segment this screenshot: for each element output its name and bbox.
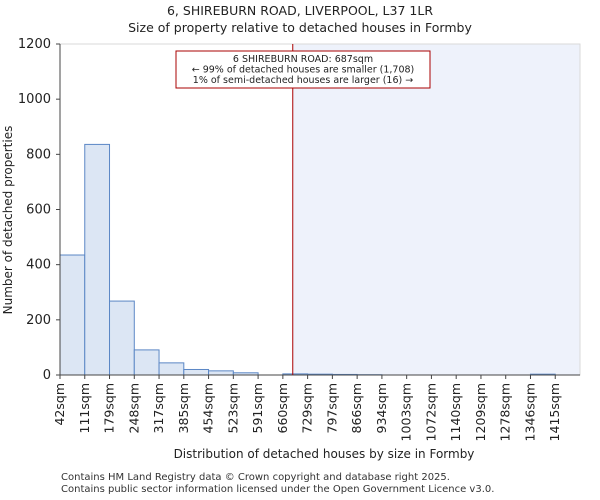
- y-tick-label: 1000: [18, 92, 51, 107]
- bar: [133, 349, 160, 376]
- annotation-box: [175, 50, 431, 89]
- x-tick-label: 1003sqm: [399, 383, 414, 441]
- x-tick-label: 797sqm: [324, 383, 339, 433]
- bar: [59, 254, 86, 376]
- y-axis-label: Number of detached properties: [1, 126, 15, 315]
- bar: [109, 300, 135, 376]
- x-tick-label: 591sqm: [250, 383, 265, 433]
- y-tick-label: 1200: [18, 37, 51, 52]
- bar: [84, 143, 111, 376]
- x-tick-label: 248sqm: [126, 383, 141, 433]
- x-tick-label: 317sqm: [151, 383, 166, 433]
- annotation-title: 6 SHIREBURN ROAD: 687sqm: [233, 54, 373, 65]
- bar: [158, 362, 185, 376]
- x-tick-label: 111sqm: [77, 383, 92, 433]
- x-tick-label: 1209sqm: [473, 383, 488, 441]
- y-tick-label: 0: [43, 368, 51, 383]
- y-tick-label: 400: [26, 258, 51, 273]
- highlight-region: [292, 44, 580, 375]
- chart-title-line1: 6, SHIREBURN ROAD, LIVERPOOL, L37 1LR: [166, 3, 434, 18]
- x-tick-label: 454sqm: [201, 383, 216, 433]
- footer-copyright: Contains HM Land Registry data © Crown c…: [61, 472, 450, 483]
- bar: [208, 370, 234, 376]
- x-tick-label: 385sqm: [176, 383, 191, 433]
- annotation-smaller: ← 99% of detached houses are smaller (1,…: [192, 65, 415, 76]
- chart-title-line2: Size of property relative to detached ho…: [128, 20, 472, 35]
- y-tick-label: 800: [26, 147, 51, 162]
- x-tick-label: 1415sqm: [547, 383, 562, 441]
- x-tick-label: 1072sqm: [423, 383, 438, 441]
- x-tick-label: 1346sqm: [522, 383, 537, 441]
- x-tick-label: 523sqm: [225, 383, 240, 433]
- x-tick-label: 42sqm: [52, 383, 67, 426]
- y-tick-label: 600: [26, 203, 51, 218]
- x-tick-label: 729sqm: [300, 383, 315, 433]
- x-tick-label: 660sqm: [275, 383, 290, 433]
- x-tick-label: 866sqm: [349, 383, 364, 433]
- x-tick-label: 179sqm: [102, 383, 117, 433]
- x-axis-label: Distribution of detached houses by size …: [174, 447, 475, 461]
- x-tick-label: 934sqm: [374, 383, 389, 433]
- annotation-larger: 1% of semi-detached houses are larger (1…: [193, 75, 413, 86]
- x-tick-label: 1140sqm: [448, 383, 463, 441]
- y-tick-label: 200: [26, 313, 51, 328]
- bar: [183, 368, 210, 376]
- x-tick-label: 1278sqm: [498, 383, 513, 441]
- footer-licence: Contains public sector information licen…: [61, 484, 495, 495]
